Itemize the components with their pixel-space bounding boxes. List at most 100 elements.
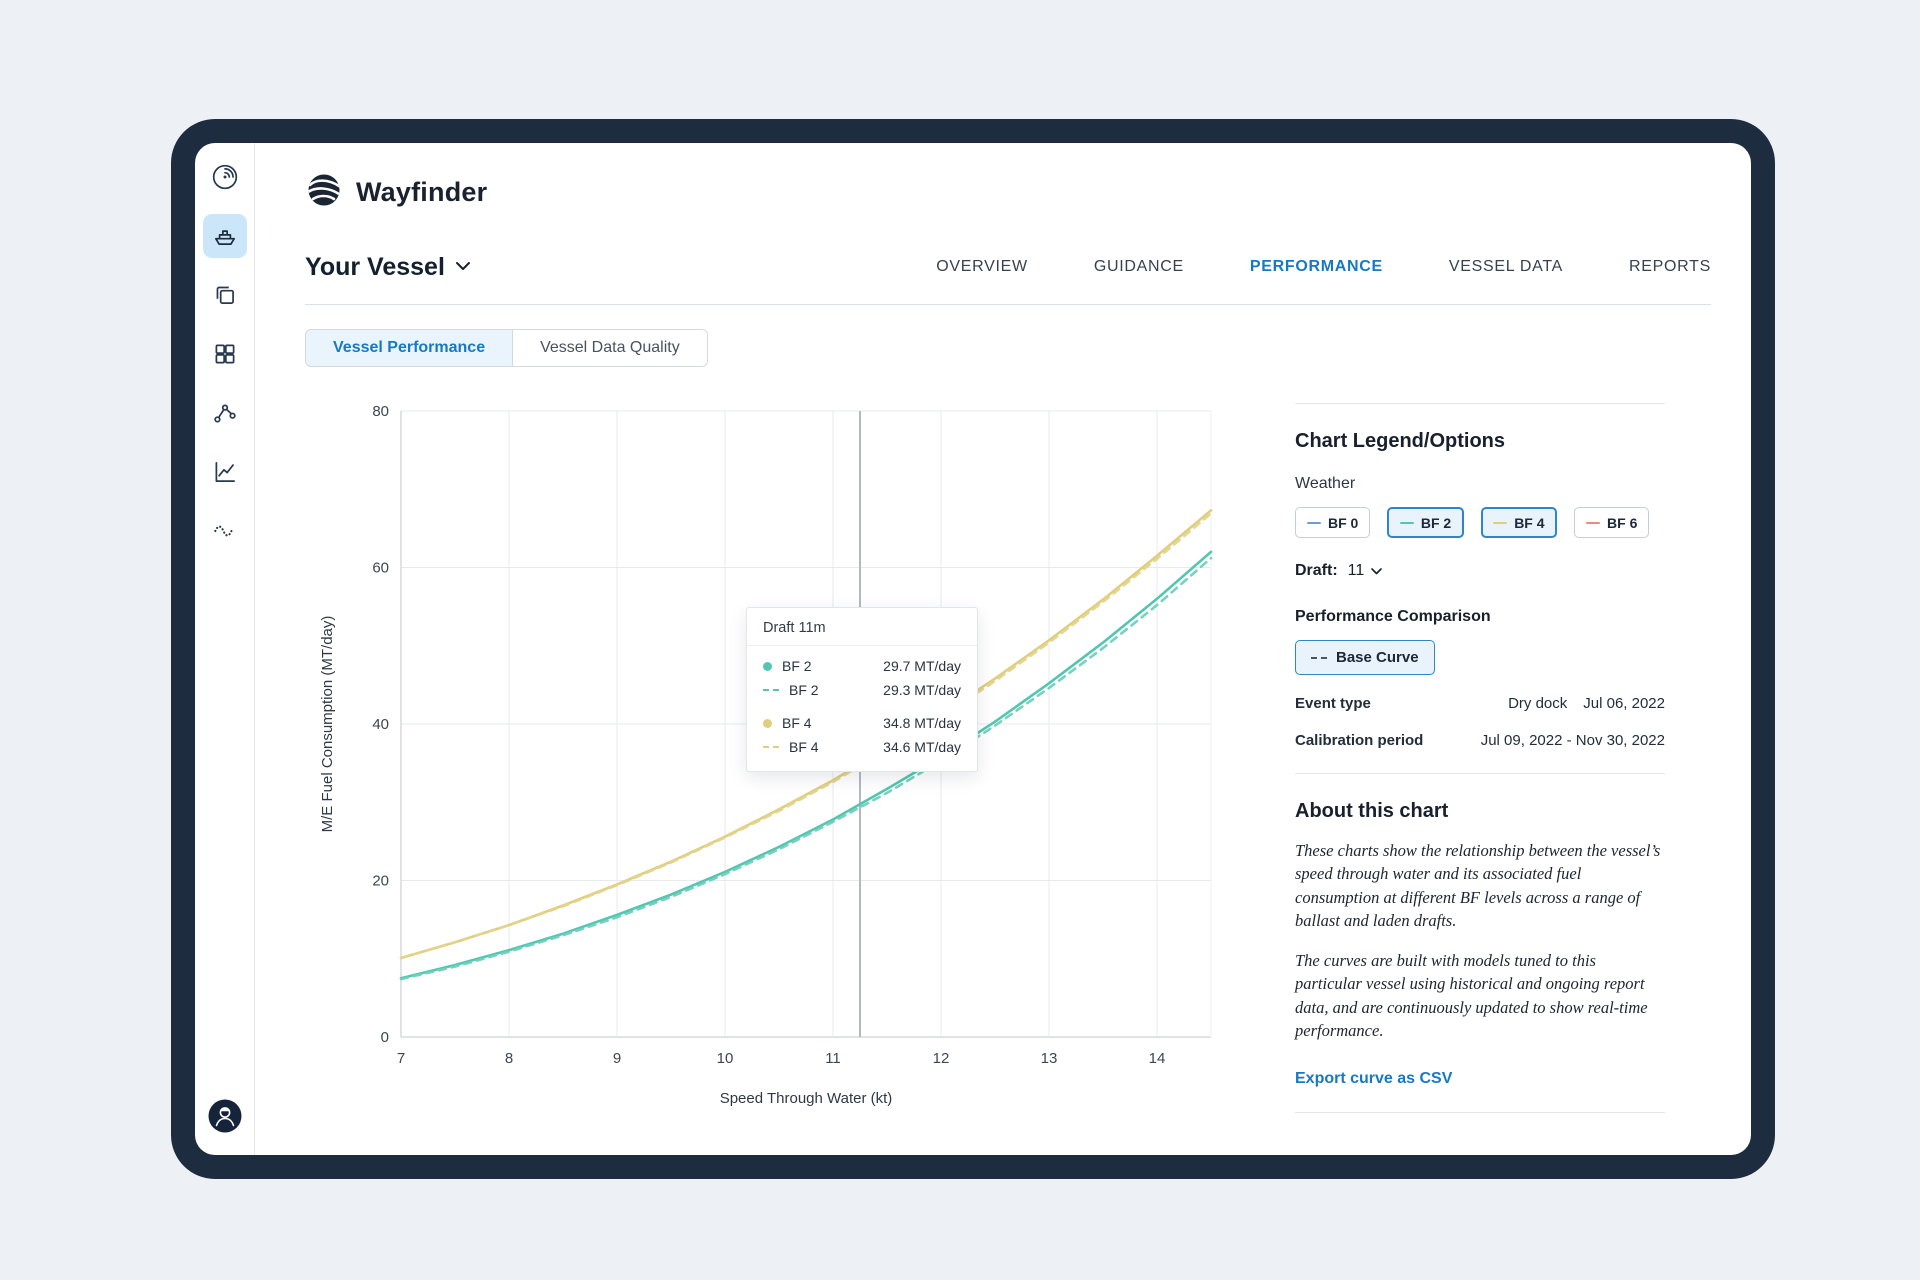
tooltip-series-label: BF 4 bbox=[789, 739, 819, 755]
tooltip-value: 34.6 MT/day bbox=[883, 739, 961, 755]
tooltip-value: 29.3 MT/day bbox=[883, 682, 961, 698]
bf2-dot-marker bbox=[763, 661, 772, 671]
chart-legend-panel: Chart Legend/Options Weather BF 0 BF 2 bbox=[1295, 403, 1665, 1114]
ship-icon bbox=[211, 222, 239, 250]
tooltip-row: BF 2 29.3 MT/day bbox=[763, 678, 961, 702]
svg-text:10: 10 bbox=[717, 1050, 734, 1067]
about-paragraph: These charts show the relationship betwe… bbox=[1295, 841, 1661, 931]
event-type-value: Dry dock bbox=[1508, 695, 1568, 712]
calibration-period-row: Calibration period Jul 09, 2022 - Nov 30… bbox=[1295, 732, 1665, 749]
sidebar-item-performance[interactable] bbox=[203, 450, 247, 494]
event-date: Jul 06, 2022 bbox=[1583, 695, 1665, 712]
tab-vessel-data-quality[interactable]: Vessel Data Quality bbox=[512, 329, 708, 367]
base-curve-label: Base Curve bbox=[1336, 649, 1419, 666]
tooltip-row: BF 4 34.8 MT/day bbox=[763, 711, 961, 735]
tooltip-series-label: BF 2 bbox=[782, 658, 812, 674]
svg-text:12: 12 bbox=[933, 1050, 950, 1067]
svg-text:80: 80 bbox=[372, 403, 389, 420]
app-window: Wayfinder Your Vessel OVERVIEW GUIDANCE … bbox=[195, 143, 1751, 1155]
chevron-down-icon bbox=[455, 258, 471, 276]
tab-vessel-performance[interactable]: Vessel Performance bbox=[305, 329, 514, 367]
draft-label: Draft: bbox=[1295, 562, 1338, 579]
sidebar-item-compare[interactable] bbox=[203, 273, 247, 317]
bf4-dash-marker bbox=[763, 746, 779, 748]
svg-text:7: 7 bbox=[397, 1050, 405, 1067]
bf6-line-marker-icon bbox=[1586, 521, 1601, 524]
svg-text:0: 0 bbox=[381, 1029, 389, 1046]
nav-item-vessel-data[interactable]: VESSEL DATA bbox=[1448, 258, 1564, 275]
calibration-period-value: Jul 09, 2022 - Nov 30, 2022 bbox=[1480, 732, 1665, 749]
bf4-label: BF 4 bbox=[1514, 514, 1545, 531]
svg-text:20: 20 bbox=[372, 873, 389, 890]
nav-item-performance[interactable]: PERFORMANCE bbox=[1249, 258, 1383, 275]
topbar: Your Vessel OVERVIEW GUIDANCE PERFORMANC… bbox=[305, 244, 1711, 290]
svg-text:11: 11 bbox=[825, 1050, 841, 1067]
tooltip-title: Draft 11m bbox=[747, 608, 977, 646]
route-network-icon bbox=[211, 399, 239, 427]
panel-divider bbox=[1295, 1112, 1665, 1114]
bf0-toggle-button[interactable]: BF 0 bbox=[1295, 507, 1371, 538]
content-row: 0 20 40 60 80 7 8 9 10 11 12 13 14 Speed Through Wate… bbox=[305, 387, 1711, 1117]
bf2-dash-marker bbox=[763, 689, 779, 691]
performance-comparison-label: Performance Comparison bbox=[1295, 608, 1491, 625]
tooltip-value: 29.7 MT/day bbox=[883, 658, 961, 674]
chevron-down-icon bbox=[1371, 562, 1383, 580]
sidebar-item-vessel[interactable] bbox=[202, 214, 247, 258]
vessel-selector-label: Your Vessel bbox=[305, 252, 445, 281]
vessel-selector[interactable]: Your Vessel bbox=[305, 253, 471, 282]
nav-item-reports[interactable]: REPORTS bbox=[1629, 258, 1711, 275]
bf4-dot-marker bbox=[763, 718, 772, 728]
base-curve-dash-marker-icon bbox=[1311, 656, 1327, 659]
about-paragraph: The curves are built with models tuned t… bbox=[1295, 950, 1648, 1040]
tooltip-series-label: BF 4 bbox=[782, 715, 812, 731]
bf2-toggle-button[interactable]: BF 2 bbox=[1387, 507, 1464, 538]
sidebar-item-routes[interactable] bbox=[203, 391, 247, 435]
grid-icon bbox=[211, 340, 239, 368]
bf6-label: BF 6 bbox=[1607, 514, 1638, 531]
draft-row: Draft: 11 bbox=[1295, 562, 1665, 580]
nav-item-guidance[interactable]: GUIDANCE bbox=[1093, 258, 1184, 275]
weather-toggle-group: BF 0 BF 2 BF 4 BF 6 bbox=[1295, 507, 1665, 538]
svg-text:Speed Through Water (kt): Speed Through Water (kt) bbox=[720, 1090, 893, 1107]
svg-text:13: 13 bbox=[1041, 1050, 1058, 1067]
draft-select[interactable]: 11 bbox=[1348, 562, 1383, 580]
event-type-row: Event type Dry dock Jul 06, 2022 bbox=[1295, 695, 1665, 712]
svg-text:14: 14 bbox=[1149, 1050, 1166, 1067]
svg-text:M/E Fuel Consumption (MT/day): M/E Fuel Consumption (MT/day) bbox=[319, 616, 336, 833]
sidebar-item-sea-conditions[interactable] bbox=[203, 509, 247, 553]
export-csv-link[interactable]: Export curve as CSV bbox=[1295, 1070, 1453, 1088]
fuel-consumption-chart[interactable]: 0 20 40 60 80 7 8 9 10 11 12 13 14 Speed Through Wate… bbox=[305, 387, 1225, 1117]
tooltip-rows: BF 2 29.7 MT/day BF 2 29.3 MT/day BF 4 bbox=[747, 646, 977, 771]
line-chart-icon bbox=[211, 458, 239, 486]
bf0-line-marker-icon bbox=[1307, 521, 1321, 524]
bf4-line-marker-icon bbox=[1493, 521, 1508, 524]
svg-text:8: 8 bbox=[505, 1050, 513, 1067]
nav-item-overview[interactable]: OVERVIEW bbox=[936, 258, 1028, 275]
layers-copy-icon bbox=[211, 281, 239, 309]
bf6-toggle-button[interactable]: BF 6 bbox=[1574, 507, 1650, 538]
svg-text:60: 60 bbox=[372, 560, 389, 577]
base-curve-toggle-button[interactable]: Base Curve bbox=[1295, 640, 1435, 675]
view-tabs: Vessel Performance Vessel Data Quality bbox=[305, 329, 708, 367]
brand-name: Wayfinder bbox=[356, 177, 488, 207]
tooltip-series-label: BF 2 bbox=[789, 682, 819, 698]
chart-tooltip: Draft 11m BF 2 29.7 MT/day BF 2 29.3 MT/… bbox=[746, 607, 978, 772]
header-divider bbox=[305, 304, 1711, 305]
brand: Wayfinder bbox=[305, 171, 1711, 214]
bf0-label: BF 0 bbox=[1328, 514, 1359, 531]
wayfinder-logo-icon bbox=[305, 171, 343, 214]
bf4-toggle-button[interactable]: BF 4 bbox=[1480, 507, 1558, 538]
bf2-label: BF 2 bbox=[1420, 514, 1452, 531]
sidebar-item-weather-overview[interactable] bbox=[203, 155, 247, 199]
weather-label: Weather bbox=[1295, 475, 1356, 492]
svg-text:9: 9 bbox=[613, 1050, 621, 1067]
sidebar bbox=[195, 143, 255, 1155]
tooltip-row: BF 4 34.6 MT/day bbox=[763, 735, 961, 759]
sidebar-item-dashboard[interactable] bbox=[203, 332, 247, 376]
draft-value: 11 bbox=[1347, 562, 1365, 579]
user-avatar[interactable] bbox=[207, 1098, 243, 1139]
about-chart-title: About this chart bbox=[1295, 800, 1449, 822]
calibration-period-label: Calibration period bbox=[1295, 732, 1424, 749]
tooltip-row: BF 2 29.7 MT/day bbox=[763, 654, 961, 678]
device-frame: Wayfinder Your Vessel OVERVIEW GUIDANCE … bbox=[171, 119, 1775, 1179]
